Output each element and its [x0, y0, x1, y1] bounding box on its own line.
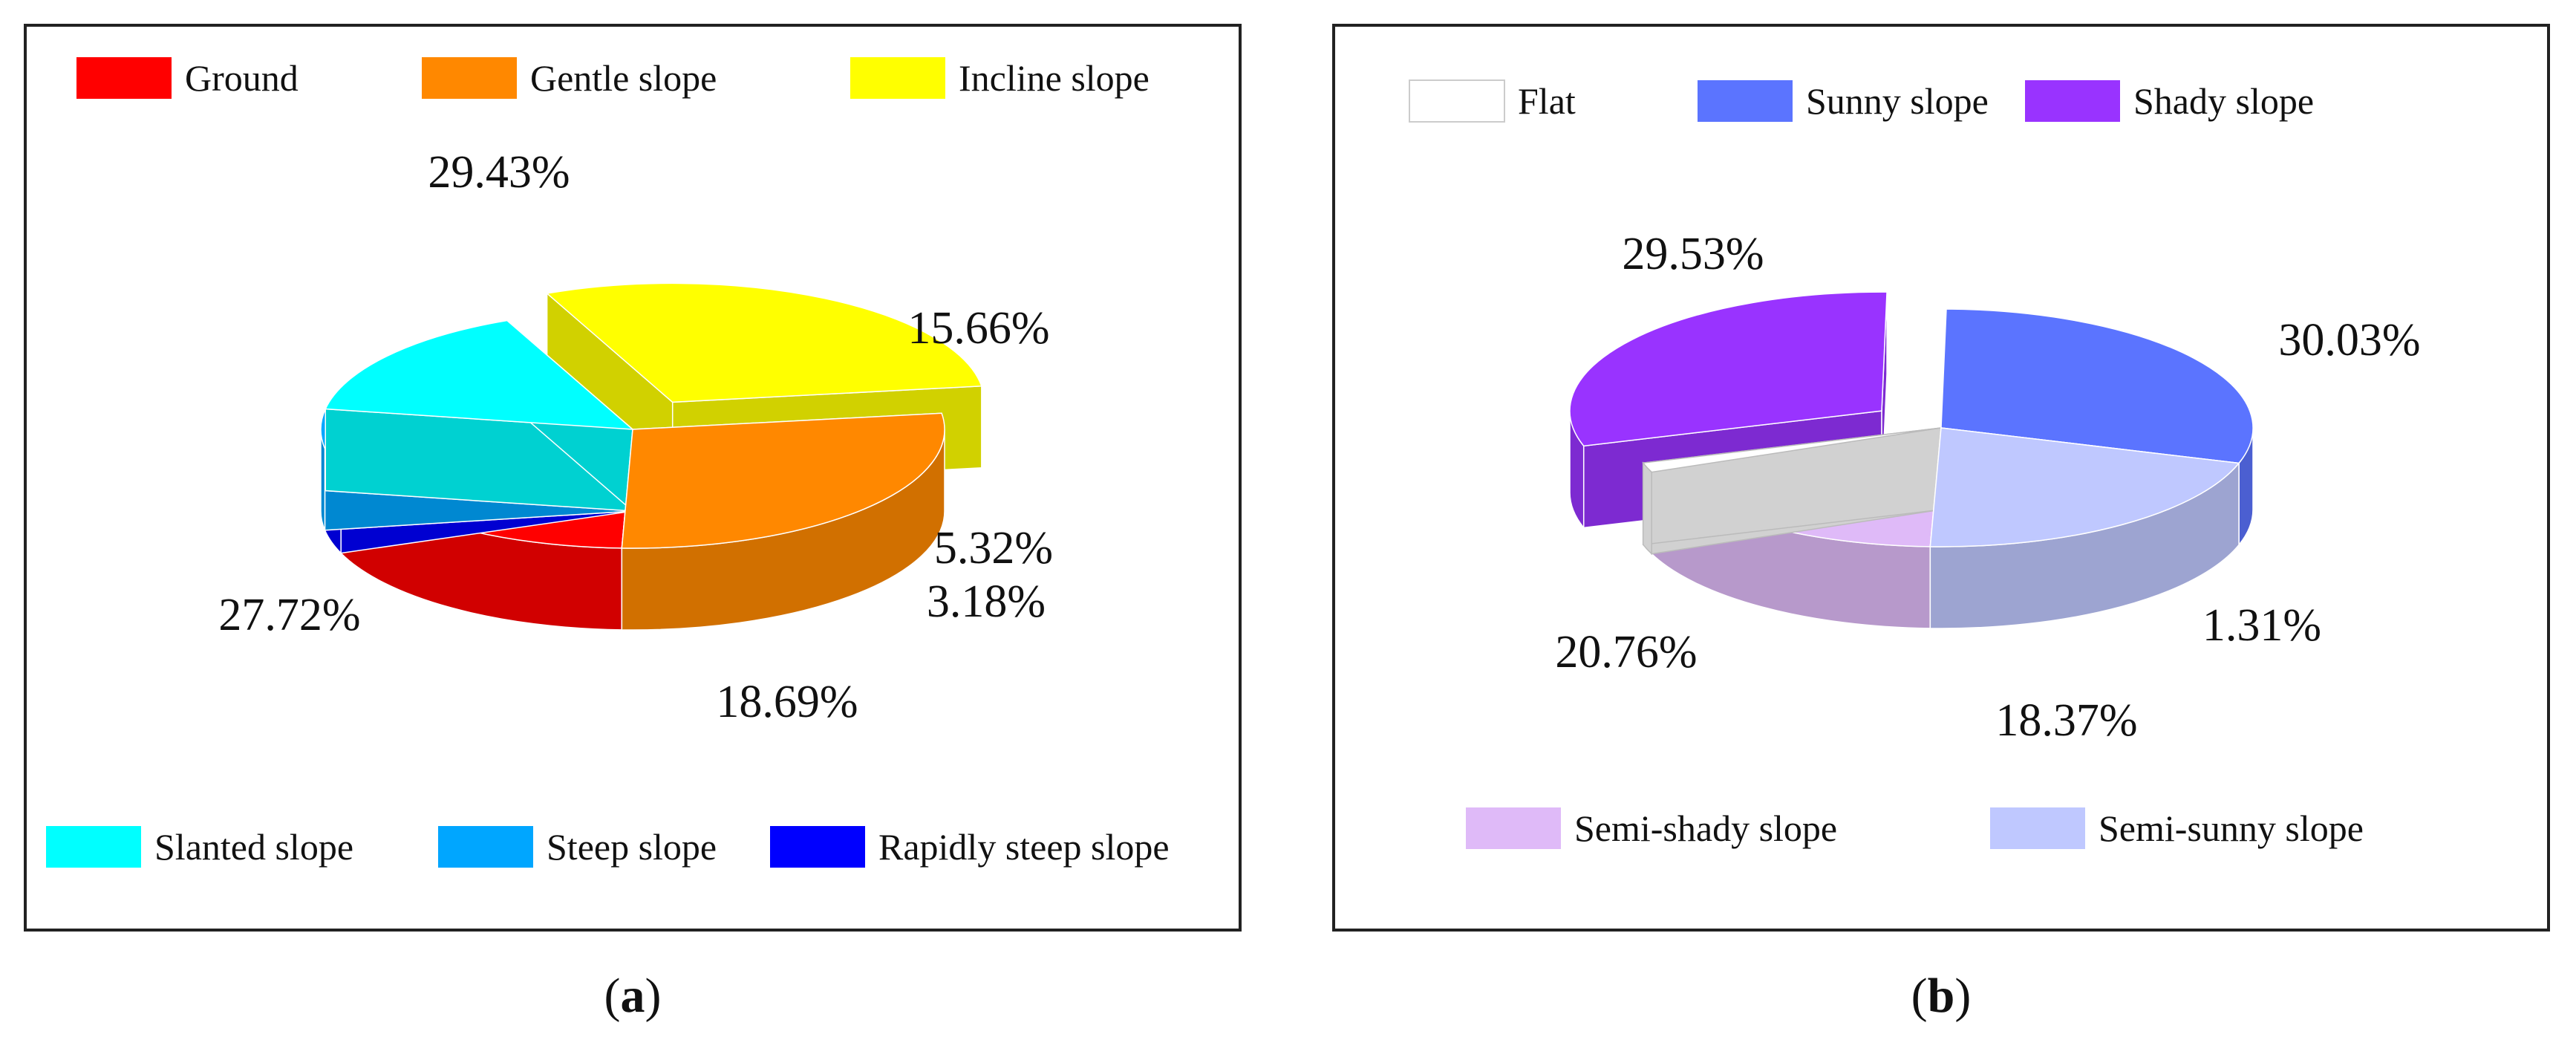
pie-chart-b — [1569, 291, 2254, 629]
caption-b: (b) — [1911, 969, 1972, 1023]
legend-swatch-flat — [1409, 79, 1505, 123]
data-label-shady-slope: 30.03% — [2278, 315, 2420, 365]
legend-swatch-ground — [76, 57, 172, 99]
legend-label-semi-shady-slope: Semi-shady slope — [1574, 807, 1837, 849]
legend-label-slanted-slope: Slanted slope — [154, 826, 353, 868]
data-label-ground: 18.69% — [716, 677, 858, 727]
data-label-steep-slope: 5.32% — [934, 523, 1053, 573]
data-label-semi-sunny-slope: 20.76% — [1555, 627, 1697, 677]
legend-b-top: Flat Sunny slope Shady slope — [1409, 79, 2314, 123]
legend-swatch-incline-slope — [850, 57, 945, 99]
panel-b: Flat Sunny slope Shady slope 18.37% 1.31% 30… — [1332, 24, 2550, 932]
caption-a: (a) — [604, 969, 662, 1023]
legend-label-sunny-slope: Sunny slope — [1806, 80, 1989, 122]
legend-label-ground: Ground — [185, 57, 299, 99]
data-label-semi-shady-slope: 18.37% — [1995, 695, 2137, 746]
data-label-gentle-slope: 27.72% — [218, 590, 360, 640]
pie-slice-gentle-slope — [621, 412, 945, 631]
legend-b-bottom: Semi-shady slope Semi-sunny slope — [1466, 807, 2364, 849]
legend-swatch-gentle-slope — [422, 57, 517, 99]
pie-slice-flat — [1642, 427, 1942, 556]
data-label-rapidly-steep-slope: 3.18% — [927, 576, 1046, 627]
legend-a-top: Ground Gentle slope Incline slope — [76, 57, 1150, 99]
pie-chart-a — [320, 282, 982, 631]
legend-label-rapidly-steep-slope: Rapidly steep slope — [878, 826, 1170, 868]
legend-swatch-shady-slope — [2025, 80, 2120, 122]
legend-a-bottom: Slanted slope Steep slope Rapidly steep sl… — [46, 826, 1170, 868]
pie-slice-semi-sunny-slope — [1929, 427, 2240, 629]
data-label-flat: 1.31% — [2202, 600, 2321, 651]
legend-label-shady-slope: Shady slope — [2133, 80, 2314, 122]
caption-a-letter: a — [621, 969, 645, 1023]
pie-labels-a: 18.69% 3.18%5.32% 15.66% 29.43% 27.72% — [218, 147, 1053, 727]
data-label-sunny-slope: 29.53% — [1622, 229, 1764, 279]
pie-labels-b: 18.37% 1.31% 30.03% 29.53% 20.76% — [1555, 229, 2420, 746]
pie-slice-slanted-slope — [325, 319, 635, 513]
legend-label-incline-slope: Incline slope — [959, 57, 1150, 99]
legend-swatch-sunny-slope — [1698, 80, 1793, 122]
legend-label-flat: Flat — [1518, 80, 1576, 122]
legend-label-steep-slope: Steep slope — [547, 826, 717, 868]
legend-swatch-rapidly-steep-slope — [770, 826, 865, 868]
legend-swatch-semi-sunny-slope — [1990, 807, 2085, 849]
legend-swatch-steep-slope — [438, 826, 533, 868]
legend-swatch-semi-shady-slope — [1466, 807, 1561, 849]
panel-a: Ground Gentle slope Incline slope 18.69% 3.… — [24, 24, 1242, 932]
legend-label-gentle-slope: Gentle slope — [530, 57, 717, 99]
data-label-incline-slope: 29.43% — [428, 147, 570, 198]
legend-label-semi-sunny-slope: Semi-sunny slope — [2099, 807, 2364, 849]
caption-b-letter: b — [1928, 969, 1955, 1023]
data-label-slanted-slope: 15.66% — [907, 303, 1049, 354]
legend-swatch-slanted-slope — [46, 826, 141, 868]
